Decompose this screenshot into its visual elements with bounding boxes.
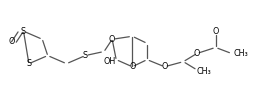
Text: S: S (21, 27, 26, 36)
Text: O: O (194, 49, 200, 58)
Text: CH₃: CH₃ (197, 67, 211, 76)
Text: CH₃: CH₃ (233, 49, 248, 58)
Text: OH: OH (104, 57, 116, 66)
Text: O: O (161, 62, 168, 71)
Text: O: O (129, 62, 136, 71)
Text: O: O (212, 27, 219, 36)
Text: S: S (83, 51, 88, 60)
Text: O: O (8, 37, 15, 46)
Text: O: O (109, 35, 115, 44)
Text: S: S (26, 59, 32, 68)
